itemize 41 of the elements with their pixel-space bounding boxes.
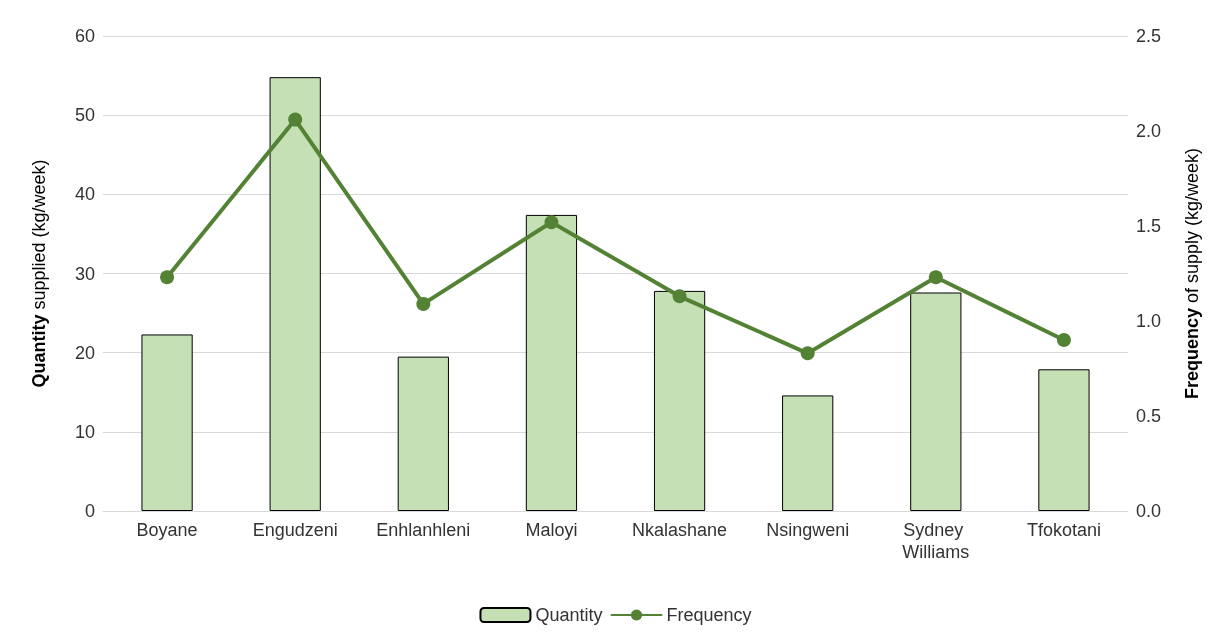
y-tick-label: 20 bbox=[74, 342, 95, 363]
x-tick-label: Nsingweni bbox=[766, 520, 850, 540]
y2-axis-title: Frequency of supply (kg/week) bbox=[1182, 147, 1202, 400]
y-axis-title: Quantity supplied (kg/week) bbox=[29, 159, 49, 388]
y2-tick-label: 1.0 bbox=[1136, 311, 1162, 331]
bar bbox=[653, 290, 706, 511]
y-tick-label: 60 bbox=[74, 26, 95, 46]
y2-tick-label: 2.5 bbox=[1136, 26, 1162, 46]
y-tick-label: 50 bbox=[74, 105, 95, 126]
y-tick-label: 10 bbox=[74, 421, 95, 442]
y-tick-label: 0 bbox=[84, 501, 95, 521]
bar bbox=[397, 356, 449, 511]
x-tick-label: Sydney Williams bbox=[902, 520, 970, 562]
point bbox=[288, 112, 303, 127]
y2-tick-label: 1.5 bbox=[1136, 216, 1162, 236]
y-tick-label: 30 bbox=[74, 263, 95, 284]
y2-tick-label: 0.0 bbox=[1136, 501, 1162, 521]
point bbox=[416, 296, 431, 311]
bar bbox=[141, 334, 193, 511]
point bbox=[160, 270, 175, 285]
y-tick-label: 40 bbox=[74, 184, 95, 205]
legend-label: Quantity bbox=[535, 605, 603, 625]
x-tick-label: Nkalashane bbox=[632, 520, 728, 540]
point bbox=[544, 215, 559, 230]
point bbox=[672, 289, 687, 304]
point bbox=[1056, 333, 1071, 347]
bar bbox=[525, 214, 578, 511]
x-tick-label: Maloyi bbox=[525, 520, 578, 540]
point bbox=[928, 270, 943, 285]
x-tick-label: Enhlanhleni bbox=[376, 520, 471, 540]
x-tick-label: Boyane bbox=[136, 520, 198, 540]
bar bbox=[1038, 369, 1090, 511]
bar bbox=[910, 292, 962, 511]
bar bbox=[269, 77, 321, 511]
y2-tick-label: 2.0 bbox=[1136, 121, 1162, 141]
x-tick-label: Engudzeni bbox=[252, 520, 338, 540]
bar bbox=[782, 395, 834, 511]
y2-tick-label: 0.5 bbox=[1136, 406, 1162, 426]
point bbox=[800, 346, 815, 361]
legend-label: Frequency bbox=[666, 605, 752, 625]
x-tick-label: Tfokotani bbox=[1026, 520, 1101, 540]
